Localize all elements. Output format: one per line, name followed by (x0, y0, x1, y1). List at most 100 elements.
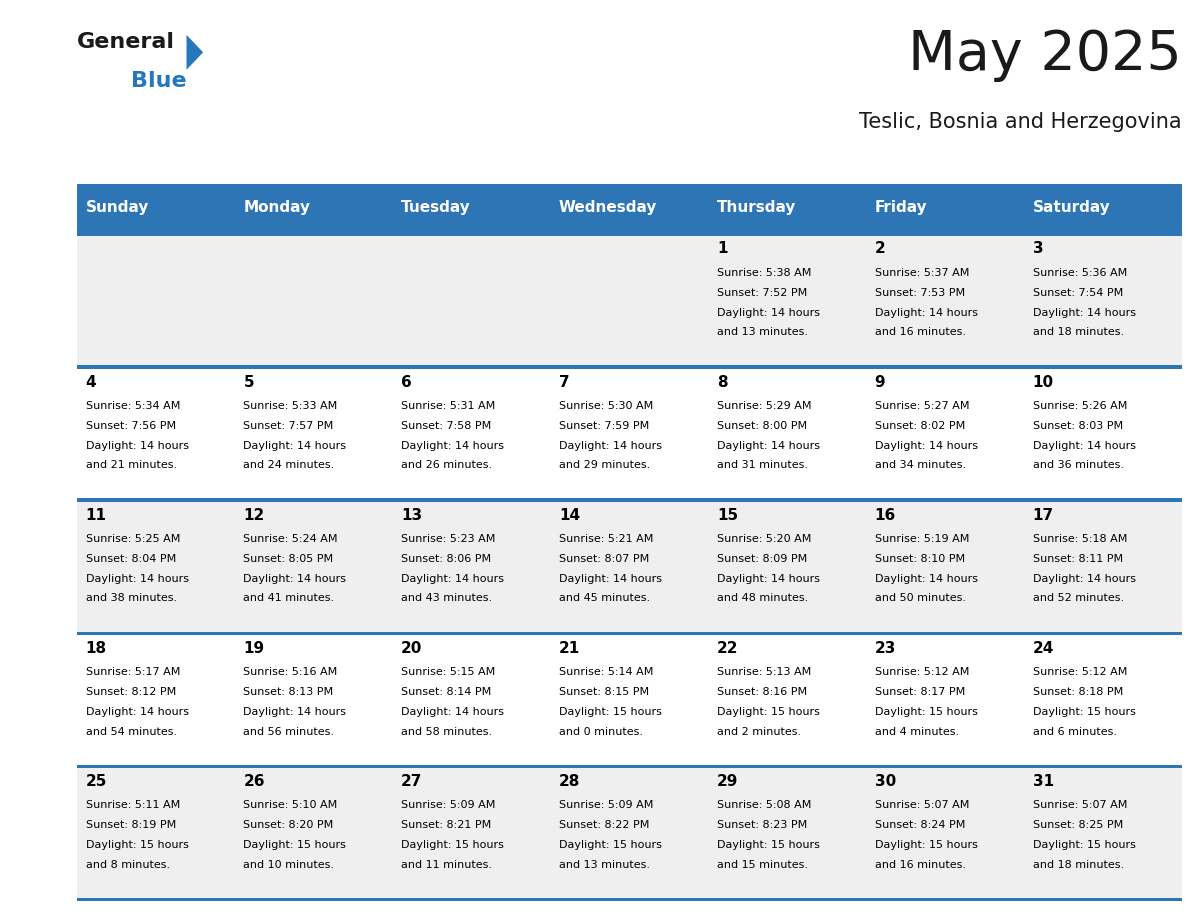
Text: Daylight: 14 hours: Daylight: 14 hours (244, 574, 347, 584)
Text: May 2025: May 2025 (909, 28, 1182, 82)
Text: Sunrise: 5:38 AM: Sunrise: 5:38 AM (716, 268, 811, 278)
Text: Saturday: Saturday (1032, 200, 1111, 216)
Text: Monday: Monday (244, 200, 310, 216)
Text: Sunset: 8:14 PM: Sunset: 8:14 PM (402, 687, 492, 697)
Text: Sunrise: 5:25 AM: Sunrise: 5:25 AM (86, 534, 179, 544)
Text: 31: 31 (1032, 774, 1054, 789)
Text: Sunrise: 5:12 AM: Sunrise: 5:12 AM (874, 667, 969, 677)
Text: Sunrise: 5:07 AM: Sunrise: 5:07 AM (874, 800, 969, 811)
Text: Sunday: Sunday (86, 200, 148, 216)
Text: and 6 minutes.: and 6 minutes. (1032, 727, 1117, 736)
Text: Sunset: 7:52 PM: Sunset: 7:52 PM (716, 287, 807, 297)
Text: and 56 minutes.: and 56 minutes. (244, 727, 334, 736)
Text: Sunset: 8:18 PM: Sunset: 8:18 PM (1032, 687, 1123, 697)
Text: Sunset: 8:24 PM: Sunset: 8:24 PM (874, 821, 965, 830)
Text: Sunset: 8:04 PM: Sunset: 8:04 PM (86, 554, 176, 564)
Text: Daylight: 14 hours: Daylight: 14 hours (244, 707, 347, 717)
Text: Sunrise: 5:08 AM: Sunrise: 5:08 AM (716, 800, 811, 811)
Text: 28: 28 (560, 774, 581, 789)
Text: Daylight: 14 hours: Daylight: 14 hours (874, 308, 978, 318)
Bar (77, 898, 1182, 901)
Text: Sunrise: 5:24 AM: Sunrise: 5:24 AM (244, 534, 337, 544)
Text: Sunset: 7:57 PM: Sunset: 7:57 PM (244, 420, 334, 431)
Text: Sunset: 8:22 PM: Sunset: 8:22 PM (560, 821, 650, 830)
Text: Daylight: 15 hours: Daylight: 15 hours (874, 707, 978, 717)
Text: 6: 6 (402, 375, 412, 389)
Text: 10: 10 (1032, 375, 1054, 389)
Text: Sunrise: 5:36 AM: Sunrise: 5:36 AM (1032, 268, 1126, 278)
Bar (77, 635, 1182, 765)
Text: Sunset: 8:11 PM: Sunset: 8:11 PM (1032, 554, 1123, 564)
Text: 7: 7 (560, 375, 570, 389)
Text: and 36 minutes.: and 36 minutes. (1032, 461, 1124, 470)
Text: Sunset: 8:20 PM: Sunset: 8:20 PM (244, 821, 334, 830)
Text: 4: 4 (86, 375, 96, 389)
Text: Sunrise: 5:31 AM: Sunrise: 5:31 AM (402, 401, 495, 411)
Text: Sunset: 8:23 PM: Sunset: 8:23 PM (716, 821, 807, 830)
Text: Sunset: 8:05 PM: Sunset: 8:05 PM (244, 554, 334, 564)
Text: Sunset: 8:13 PM: Sunset: 8:13 PM (244, 687, 334, 697)
Text: 24: 24 (1032, 641, 1054, 655)
Text: and 48 minutes.: and 48 minutes. (716, 593, 808, 603)
Text: Sunset: 8:21 PM: Sunset: 8:21 PM (402, 821, 492, 830)
Text: and 18 minutes.: and 18 minutes. (1032, 328, 1124, 337)
Text: 17: 17 (1032, 508, 1054, 522)
Text: 29: 29 (716, 774, 738, 789)
Text: Sunset: 7:54 PM: Sunset: 7:54 PM (1032, 287, 1123, 297)
Text: Daylight: 15 hours: Daylight: 15 hours (874, 840, 978, 850)
Text: Daylight: 14 hours: Daylight: 14 hours (560, 441, 662, 451)
Text: 14: 14 (560, 508, 580, 522)
Text: Daylight: 14 hours: Daylight: 14 hours (874, 441, 978, 451)
Text: and 18 minutes.: and 18 minutes. (1032, 859, 1124, 869)
Text: Sunset: 7:59 PM: Sunset: 7:59 PM (560, 420, 650, 431)
Text: and 21 minutes.: and 21 minutes. (86, 461, 177, 470)
Bar (77, 498, 1182, 502)
Text: Sunrise: 5:37 AM: Sunrise: 5:37 AM (874, 268, 969, 278)
Text: 1: 1 (716, 241, 727, 256)
Text: Daylight: 15 hours: Daylight: 15 hours (1032, 707, 1136, 717)
Text: and 54 minutes.: and 54 minutes. (86, 727, 177, 736)
Text: Daylight: 15 hours: Daylight: 15 hours (716, 707, 820, 717)
Text: and 16 minutes.: and 16 minutes. (874, 859, 966, 869)
Text: and 43 minutes.: and 43 minutes. (402, 593, 492, 603)
Text: Sunrise: 5:30 AM: Sunrise: 5:30 AM (560, 401, 653, 411)
Text: 3: 3 (1032, 241, 1043, 256)
Text: Wednesday: Wednesday (560, 200, 657, 216)
Text: Sunset: 8:19 PM: Sunset: 8:19 PM (86, 821, 176, 830)
Bar (77, 765, 1182, 768)
Bar (77, 632, 1182, 635)
Text: Sunrise: 5:34 AM: Sunrise: 5:34 AM (86, 401, 179, 411)
Text: Daylight: 14 hours: Daylight: 14 hours (1032, 574, 1136, 584)
Text: and 31 minutes.: and 31 minutes. (716, 461, 808, 470)
Text: Sunrise: 5:20 AM: Sunrise: 5:20 AM (716, 534, 811, 544)
Text: Sunset: 8:10 PM: Sunset: 8:10 PM (874, 554, 965, 564)
Text: 16: 16 (874, 508, 896, 522)
Text: Tuesday: Tuesday (402, 200, 470, 216)
Text: Sunset: 8:12 PM: Sunset: 8:12 PM (86, 687, 176, 697)
Bar (77, 365, 1182, 369)
Text: 13: 13 (402, 508, 422, 522)
Text: Sunset: 8:25 PM: Sunset: 8:25 PM (1032, 821, 1123, 830)
Text: and 41 minutes.: and 41 minutes. (244, 593, 335, 603)
Text: 12: 12 (244, 508, 265, 522)
Text: Sunset: 8:16 PM: Sunset: 8:16 PM (716, 687, 807, 697)
Text: Sunrise: 5:21 AM: Sunrise: 5:21 AM (560, 534, 653, 544)
Text: and 8 minutes.: and 8 minutes. (86, 859, 170, 869)
Text: Sunrise: 5:14 AM: Sunrise: 5:14 AM (560, 667, 653, 677)
Text: Sunset: 8:02 PM: Sunset: 8:02 PM (874, 420, 965, 431)
Text: Sunrise: 5:27 AM: Sunrise: 5:27 AM (874, 401, 969, 411)
Text: and 4 minutes.: and 4 minutes. (874, 727, 959, 736)
Text: Sunrise: 5:07 AM: Sunrise: 5:07 AM (1032, 800, 1127, 811)
Text: Sunrise: 5:33 AM: Sunrise: 5:33 AM (244, 401, 337, 411)
Text: Daylight: 14 hours: Daylight: 14 hours (1032, 441, 1136, 451)
Bar (77, 184, 1182, 232)
Text: Daylight: 14 hours: Daylight: 14 hours (716, 308, 820, 318)
Text: Sunrise: 5:16 AM: Sunrise: 5:16 AM (244, 667, 337, 677)
Polygon shape (187, 35, 203, 70)
Text: Daylight: 14 hours: Daylight: 14 hours (402, 441, 504, 451)
Text: Sunset: 8:00 PM: Sunset: 8:00 PM (716, 420, 807, 431)
Text: 30: 30 (874, 774, 896, 789)
Text: and 29 minutes.: and 29 minutes. (560, 461, 650, 470)
Text: Sunrise: 5:26 AM: Sunrise: 5:26 AM (1032, 401, 1127, 411)
Text: Daylight: 14 hours: Daylight: 14 hours (86, 441, 189, 451)
